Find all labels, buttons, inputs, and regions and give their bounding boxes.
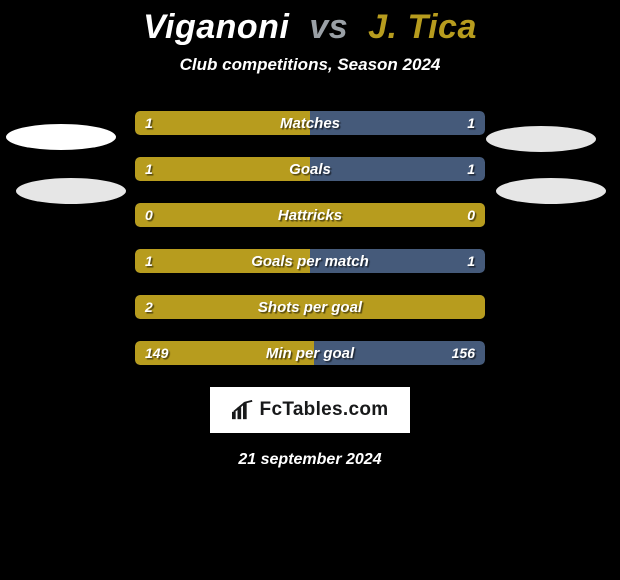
player2-name: J. Tica (368, 8, 477, 46)
stat-value-right: 156 (452, 341, 475, 365)
stat-bar-left (135, 111, 310, 135)
card-subtitle: Club competitions, Season 2024 (0, 55, 620, 75)
card-date: 21 september 2024 (0, 451, 620, 469)
stat-value-left: 149 (145, 341, 168, 365)
stat-bar-left (135, 249, 310, 273)
logo-box: FcTables.com (210, 387, 410, 433)
stat-value-right: 1 (467, 249, 475, 273)
stat-bar-left (135, 203, 485, 227)
stat-value-right: 1 (467, 111, 475, 135)
stat-row: 11Goals (135, 157, 485, 181)
stat-value-right: 1 (467, 157, 475, 181)
stat-value-left: 2 (145, 295, 153, 319)
stat-row: 00Hattricks (135, 203, 485, 227)
stat-row: 11Goals per match (135, 249, 485, 273)
stat-row: 149156Min per goal (135, 341, 485, 365)
decor-oval (6, 124, 116, 150)
stat-bar-left (135, 157, 310, 181)
decor-oval (496, 178, 606, 204)
player1-name: Viganoni (143, 8, 289, 46)
stat-value-left: 1 (145, 157, 153, 181)
stat-value-right: 0 (467, 203, 475, 227)
stat-rows: 11Matches11Goals00Hattricks11Goals per m… (135, 111, 485, 365)
fctables-logo-icon (232, 400, 254, 420)
logo-text: FcTables.com (260, 399, 389, 421)
decor-oval (486, 126, 596, 152)
card-title: Viganoni vs J. Tica (0, 0, 620, 47)
vs-separator: vs (309, 8, 348, 46)
stat-value-left: 1 (145, 111, 153, 135)
decor-oval (16, 178, 126, 204)
stat-bar-left (135, 295, 485, 319)
stat-value-left: 1 (145, 249, 153, 273)
comparison-card: Viganoni vs J. Tica Club competitions, S… (0, 0, 620, 580)
stat-row: 2Shots per goal (135, 295, 485, 319)
stat-row: 11Matches (135, 111, 485, 135)
stat-value-left: 0 (145, 203, 153, 227)
